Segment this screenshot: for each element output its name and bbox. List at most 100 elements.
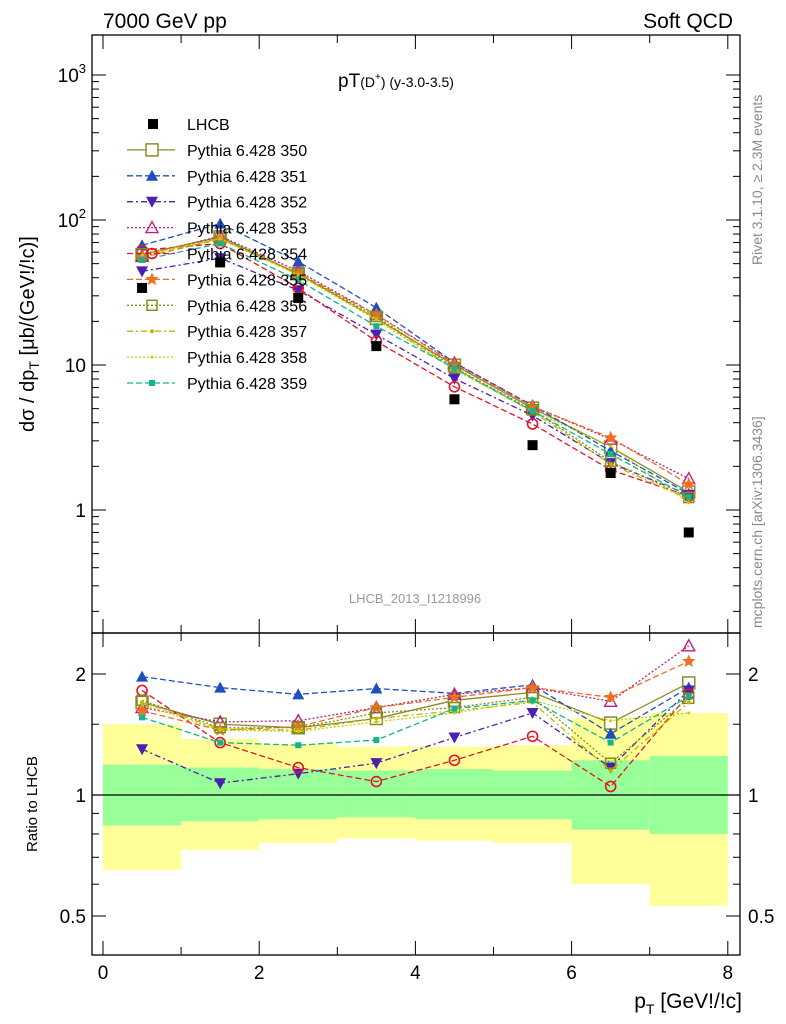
legend-label: Pythia 6.428 356 — [187, 298, 307, 315]
mc-series-point — [526, 404, 539, 416]
ratio-series-351 — [136, 670, 695, 739]
plot-title-main: pT — [338, 71, 361, 92]
legend-label-data: LHCB — [187, 117, 230, 134]
legend-marker — [146, 299, 158, 312]
mc-series-point — [139, 256, 146, 263]
legend-marker — [150, 329, 154, 334]
analysis-id: LHCB_2013_I1218996 — [349, 591, 481, 606]
legend-label: Pythia 6.428 352 — [187, 195, 307, 212]
mcplots-reference-label: mcplots.cern.ch [arXiv:1306.3436] — [749, 416, 765, 628]
ratio-series-point — [218, 728, 222, 732]
ratio-y-tick-label-right: 2 — [748, 665, 759, 686]
main-y-tick-label: 10 — [65, 356, 86, 377]
data-series-lhcb — [137, 257, 694, 538]
ratio-y-tick-label-right: 0.5 — [748, 907, 774, 928]
mc-series-point — [292, 285, 305, 297]
ratio-series-point — [448, 732, 461, 744]
ratio-series-point — [681, 638, 696, 652]
ratio-uncertainty-band-inner — [337, 770, 416, 818]
x-tick-label: 8 — [723, 963, 734, 984]
ratio-series-point — [447, 690, 462, 703]
ratio-series-point — [295, 742, 302, 749]
ratio-series-point — [136, 744, 149, 756]
mc-series-line — [141, 257, 689, 496]
ratio-series-point — [685, 693, 692, 700]
ratio-series-line — [141, 675, 690, 735]
ratio-series-line — [141, 645, 690, 723]
mc-series-point — [136, 266, 149, 278]
ratio-series-point — [604, 757, 617, 769]
beam-label: 7000 GeV pp — [103, 10, 227, 33]
main-y-tick-label: 103 — [58, 61, 86, 87]
legend-marker — [146, 169, 158, 181]
main-y-tick-exponent: 3 — [79, 61, 86, 76]
mc-series-point — [529, 408, 536, 415]
mc-series-point — [526, 418, 539, 430]
main-y-tick-exponent: 2 — [79, 206, 86, 221]
ratio-series-point — [609, 719, 613, 723]
ratio-series-point — [373, 737, 380, 744]
legend-marker — [149, 380, 155, 386]
mc-series-line — [141, 242, 690, 498]
legend: LHCB Pythia 6.428 350 Pythia 6.428 351 Pyth… — [127, 117, 307, 393]
ratio-series-point — [136, 670, 149, 682]
ratio-y-tick-label-left: 0.5 — [60, 907, 86, 928]
legend-label: Pythia 6.428 354 — [187, 247, 307, 264]
legend-label: Pythia 6.428 351 — [187, 169, 307, 186]
ratio-series-point — [135, 703, 149, 717]
mc-series-line — [141, 222, 690, 495]
mc-series-point — [608, 462, 613, 467]
mc-series-point — [370, 329, 383, 341]
x-tick-label: 4 — [410, 963, 421, 984]
legend-label: Pythia 6.428 353 — [187, 221, 307, 238]
data-point — [449, 394, 460, 405]
mc-series-point — [135, 250, 149, 264]
ratio-series-354 — [136, 684, 695, 793]
plot-title-close: ) — [381, 74, 386, 90]
ratio-series-point — [607, 739, 614, 746]
ratio-series-line — [141, 660, 690, 731]
ratio-series-point — [452, 711, 456, 715]
plot-title-range: (y-3.0-3.5) — [389, 74, 454, 90]
legend-marker — [144, 220, 160, 234]
x-tick-label: 0 — [98, 963, 109, 984]
ratio-series-point — [603, 716, 618, 730]
main-y-tick-base: 10 — [58, 211, 79, 232]
legend-label: Pythia 6.428 358 — [187, 350, 307, 367]
mc-series-point — [373, 323, 380, 330]
ratio-series-point — [369, 700, 383, 714]
mc-series-point — [217, 240, 224, 247]
ratio-series-point — [370, 775, 383, 788]
mc-series-point — [140, 253, 144, 257]
ratio-series-point — [139, 714, 146, 721]
data-point — [683, 527, 694, 538]
ratio-series-point — [214, 736, 226, 749]
ratio-series-point — [529, 697, 536, 704]
mc-series-point — [295, 276, 302, 283]
legend-marker — [150, 355, 154, 359]
legend-label: Pythia 6.428 350 — [187, 143, 307, 160]
mc-series-point — [448, 362, 461, 374]
ratio-series-point — [370, 682, 383, 694]
mc-series-point — [218, 237, 222, 241]
main-y-axis-label: dσ / dpT [μb/(GeV!/!c)] — [17, 236, 42, 432]
ratio-series-point — [525, 680, 540, 694]
plot-title-sup: + — [375, 72, 381, 83]
ratio-series-point — [214, 778, 227, 790]
ratio-series-point — [292, 761, 305, 774]
ratio-y-axis-label: Ratio to LHCB — [24, 756, 41, 852]
mc-series-point — [214, 217, 227, 229]
ratio-series-line — [141, 695, 690, 746]
x-tick-label: 6 — [566, 963, 577, 984]
ratio-uncertainty-band-inner — [415, 769, 494, 820]
ratio-y-tick-label-right: 1 — [748, 786, 759, 807]
ratio-series-point — [448, 754, 461, 767]
data-point — [371, 341, 382, 352]
legend-label: Pythia 6.428 357 — [187, 324, 307, 341]
plot-title-particle: (D — [360, 74, 375, 90]
ratio-series-point — [140, 702, 144, 706]
main-y-tick-base: 10 — [58, 66, 79, 87]
legend-label: Pythia 6.428 355 — [187, 272, 307, 289]
